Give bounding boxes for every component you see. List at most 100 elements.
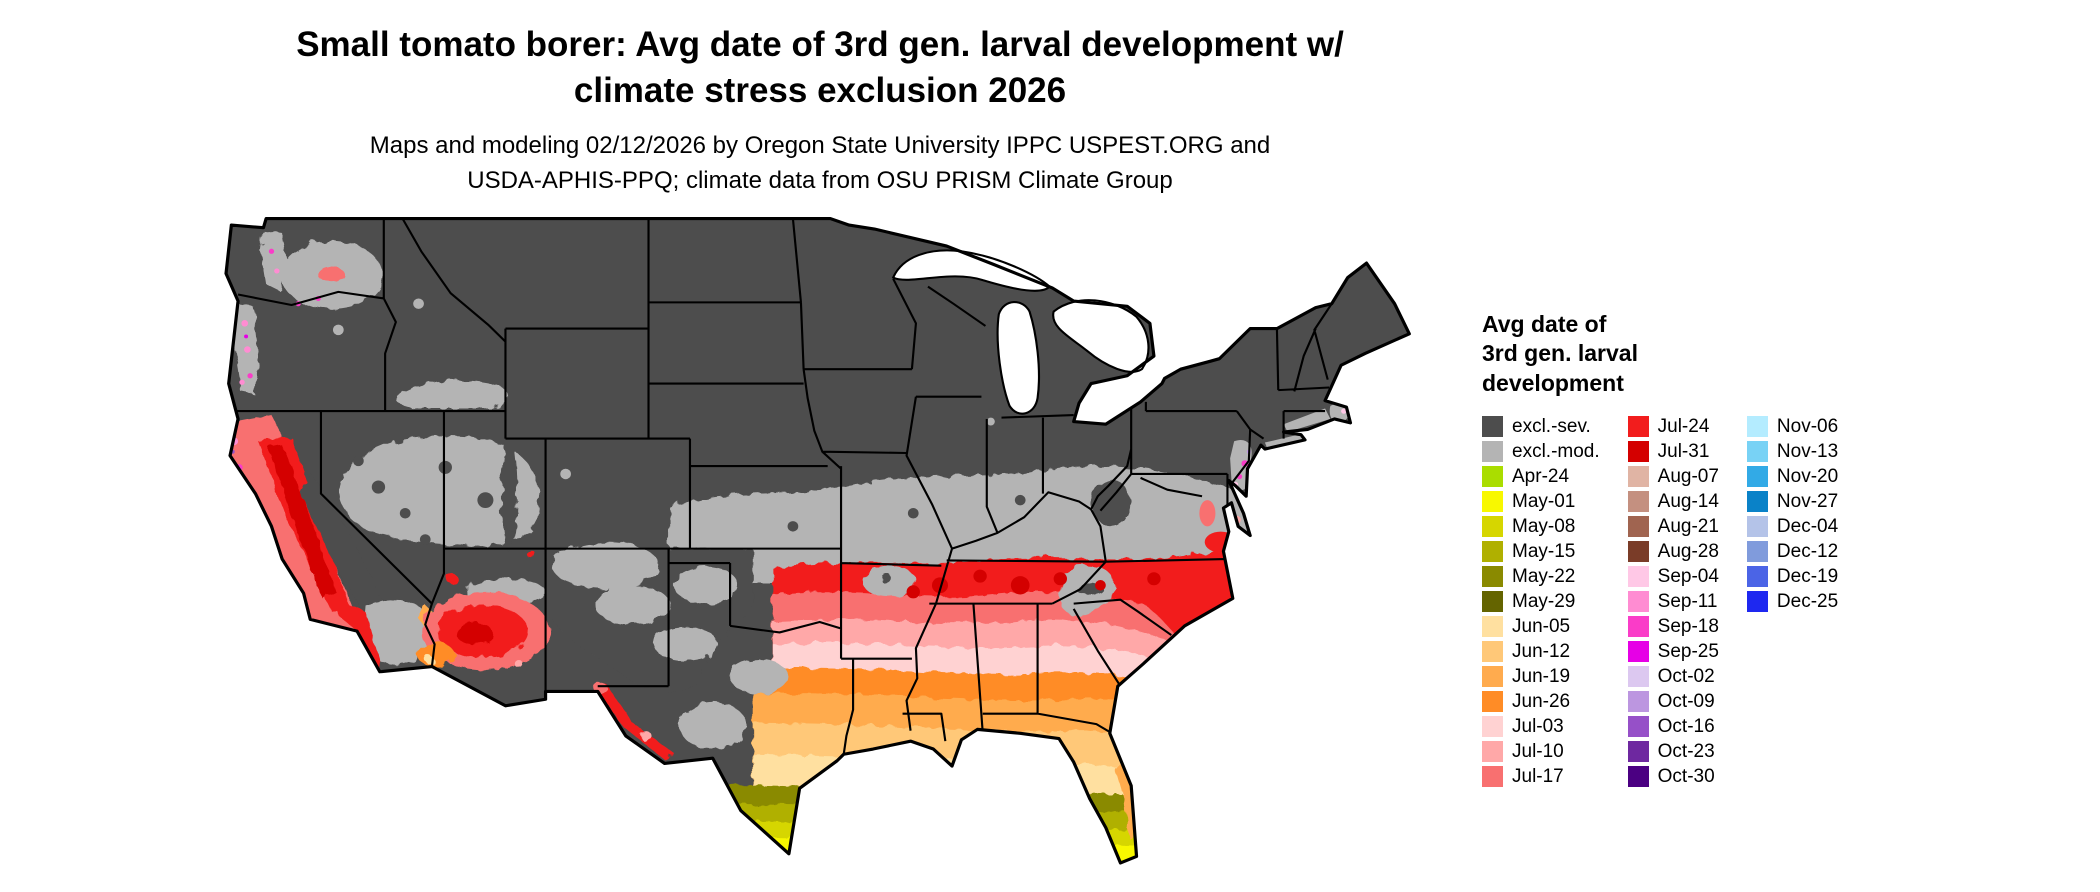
legend-swatch [1482,766,1503,788]
region-yuma-orange [417,642,455,667]
region-rio-speck [640,730,652,742]
header: Small tomato borer: Avg date of 3rd gen.… [120,22,1520,199]
legend-swatch [1482,591,1503,613]
legend-swatch [1746,466,1768,488]
region-ct-coast [1283,408,1331,433]
legend-label: Dec-04 [1776,515,1839,537]
legend-swatch [1482,666,1503,688]
legend-row: Nov-20 [1746,464,1838,489]
region-mottling [332,298,1026,545]
region-nm-mod [595,585,670,625]
legend-row: Nov-13 [1746,439,1838,464]
legend-swatch [1627,641,1649,663]
legend-swatch [1746,516,1768,538]
map-fill-layers [226,218,1410,863]
legend-row: Aug-07 [1627,464,1719,489]
region-columbia-core [318,267,346,283]
region-sierra [300,473,399,638]
legend-swatch [1482,466,1503,488]
legend-row: Jul-24 [1627,414,1719,439]
region-plateau-mod [552,542,660,590]
legend-swatch [1627,691,1649,713]
legend-label: Oct-30 [1657,765,1715,787]
region-puget [260,230,288,291]
legend-label: May-15 [1512,540,1576,562]
page-title-line2: climate stress exclusion 2026 [573,70,1067,110]
legend-label: excl.-sev. [1512,415,1591,437]
legend-row: Sep-18 [1627,614,1719,639]
legend-swatch [1627,741,1649,763]
region-az-darkred [455,623,494,645]
legend-label: Aug-07 [1657,465,1719,487]
region-arizona [417,551,550,671]
legend-row: excl.-sev. [1482,414,1600,439]
legend-label: Oct-02 [1657,665,1715,687]
region-rio-grande-red [595,683,676,760]
legend-label: May-01 [1512,490,1576,512]
legend-label: Dec-19 [1776,565,1839,587]
region-permian-mod [653,627,719,662]
legend-swatch [1627,591,1649,613]
legend-row: Aug-21 [1627,514,1719,539]
region-snake-plain [396,379,508,409]
legend-row: Nov-06 [1746,414,1838,439]
region-chesapeake-salmon [1199,500,1216,527]
legend-swatch [1482,416,1503,438]
legend-row: Jun-26 [1482,689,1600,714]
subtitle: Maps and modeling 02/12/2026 by Oregon S… [120,129,1520,199]
legend-label: Jul-03 [1512,715,1564,737]
legend-row: Aug-14 [1627,489,1719,514]
region-florida-coast-strip [1115,762,1137,839]
legend-label: excl.-mod. [1512,440,1600,462]
legend-swatch [1627,466,1649,488]
legend-label: May-08 [1512,515,1576,537]
legend-swatch [1746,591,1768,613]
legend-swatch [1482,616,1503,638]
subtitle-line2: USDA-APHIS-PPQ; climate data from OSU PR… [467,166,1173,194]
legend-label: Sep-11 [1657,590,1718,612]
legend-label: Jul-24 [1657,415,1710,437]
legend-swatch [1627,541,1649,563]
us-map-container [218,212,1428,880]
region-may01-band [726,837,1410,863]
legend-row: Jul-17 [1482,764,1600,789]
region-panhandle-mod [673,566,739,604]
region-az-pink-speck [514,659,523,668]
legend-label: Jul-17 [1512,765,1564,787]
legend-row: Sep-04 [1627,564,1719,589]
legend-column-1: excl.-sev. excl.-mod. Apr-24 May-01 May-08 Ma… [1482,414,1600,789]
legend-label: Jun-12 [1512,640,1571,662]
legend-label: Dec-25 [1776,590,1839,612]
legend-row: excl.-mod. [1482,439,1600,464]
legend-swatch [1746,491,1768,513]
legend-row: Oct-02 [1627,664,1719,689]
legend-row: Sep-11 [1627,589,1719,614]
region-bigbend-mod [679,701,747,750]
legend-label: Jul-10 [1512,740,1564,762]
legend-row: Jun-05 [1482,614,1600,639]
legend-swatch [1482,741,1503,763]
legend-label: May-22 [1512,565,1576,587]
legend: Avg date of 3rd gen. larval development … [1482,310,1838,789]
legend-row: May-08 [1482,514,1600,539]
legend-title: Avg date of 3rd gen. larval development [1482,310,1838,398]
us-choropleth-map [224,216,1411,865]
legend-row: Oct-30 [1627,764,1719,789]
legend-row: May-15 [1482,539,1600,564]
legend-label: Nov-27 [1776,490,1839,512]
legend-row: Jul-31 [1627,439,1719,464]
legend-row: May-29 [1482,589,1600,614]
legend-row: Nov-27 [1746,489,1839,514]
legend-row: Jul-03 [1482,714,1600,739]
legend-label: Jun-05 [1512,615,1571,637]
legend-swatch [1482,566,1503,588]
region-jun05-band [752,754,1410,863]
legend-label: May-29 [1512,590,1576,612]
legend-row: Jun-19 [1482,664,1600,689]
legend-row: Dec-12 [1746,539,1838,564]
legend-row: Oct-16 [1627,714,1719,739]
legend-row: Dec-25 [1746,589,1839,614]
region-california [230,415,443,672]
region-socal-red [331,598,380,672]
legend-row: Jul-10 [1482,739,1600,764]
